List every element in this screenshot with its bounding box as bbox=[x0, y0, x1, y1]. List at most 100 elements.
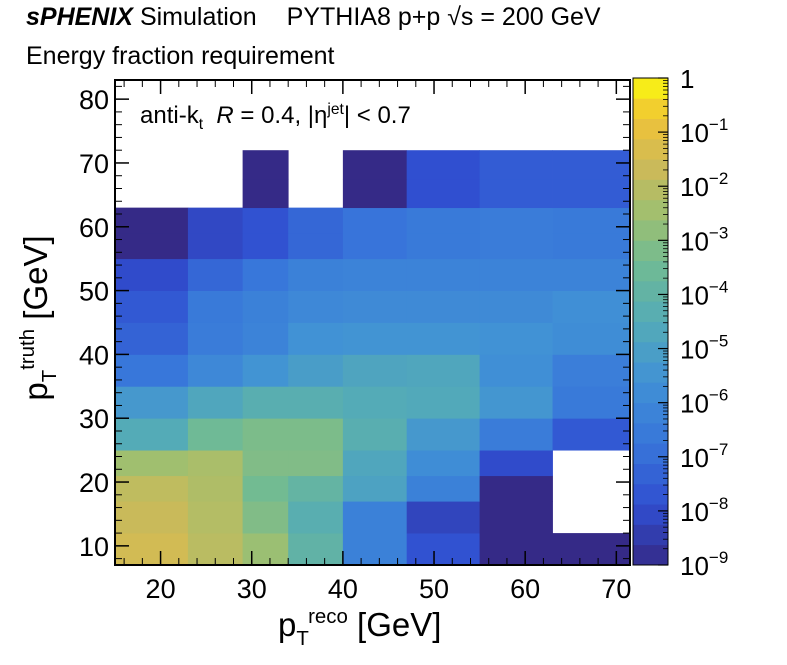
heatmap-cell bbox=[552, 258, 631, 291]
heatmap-cell bbox=[479, 233, 553, 260]
heatmap-cell bbox=[342, 386, 408, 419]
heatmap-cell bbox=[242, 418, 289, 451]
heatmap-cell bbox=[242, 386, 289, 419]
x-tick-label: 50 bbox=[419, 574, 449, 604]
heatmap-cell bbox=[552, 386, 631, 419]
radius-value: = 0.4, bbox=[240, 102, 302, 129]
x-tick-label: 40 bbox=[328, 574, 358, 604]
colorbar-tick-label: 1 bbox=[680, 64, 694, 94]
heatmap-cell bbox=[242, 258, 289, 291]
heatmap-cell bbox=[187, 258, 244, 291]
heatmap-cell bbox=[406, 233, 481, 260]
heatmap-cell bbox=[115, 354, 189, 387]
heatmap-cell bbox=[242, 233, 289, 260]
heatmap-cell bbox=[115, 258, 189, 291]
heatmap-cell bbox=[479, 258, 553, 291]
collision-system: PYTHIA8 p+p bbox=[286, 3, 441, 31]
heatmap-cell bbox=[115, 533, 189, 566]
heatmap-cell bbox=[406, 533, 481, 566]
colorbar-band bbox=[633, 483, 668, 505]
plot-frame bbox=[114, 79, 631, 566]
colorbar-band bbox=[633, 402, 668, 424]
heatmap-cell bbox=[115, 501, 189, 534]
y-axis-superscript: truth bbox=[16, 328, 40, 370]
heatmap-cell bbox=[342, 354, 408, 387]
colorbar-band bbox=[633, 341, 668, 363]
x-axis-subscript: T bbox=[296, 627, 309, 651]
heatmap-cell bbox=[479, 475, 553, 502]
heatmap-cell bbox=[552, 418, 631, 451]
heatmap-cell bbox=[342, 501, 408, 534]
heatmap-cell bbox=[406, 322, 481, 355]
heatmap-cell bbox=[242, 290, 289, 323]
colorbar-band bbox=[633, 78, 668, 99]
x-axis-ticks: 20 30 40 50 60 70 bbox=[123, 80, 631, 604]
eta-superscript: jet bbox=[327, 100, 344, 118]
colorbar-band bbox=[633, 362, 668, 383]
heatmap-cell bbox=[342, 207, 408, 234]
heatmap-cell bbox=[406, 178, 481, 209]
x-axis-unit: [GeV] bbox=[357, 606, 442, 643]
y-axis-unit: [GeV] bbox=[17, 235, 54, 320]
eta-cut: | < 0.7 bbox=[343, 102, 411, 129]
heatmap-cell bbox=[242, 322, 289, 355]
colorbar-band bbox=[633, 179, 668, 201]
x-tick-label: 30 bbox=[237, 574, 267, 604]
heatmap-cell bbox=[552, 207, 631, 234]
heatmap-cell bbox=[187, 233, 244, 260]
heatmap-cell bbox=[115, 418, 189, 451]
radius-symbol: R bbox=[216, 102, 234, 129]
x-tick-label: 20 bbox=[146, 574, 176, 604]
heatmap-cell bbox=[187, 290, 244, 323]
heatmap-cell bbox=[288, 322, 344, 355]
colorbar-band bbox=[633, 504, 668, 525]
colorbar-band bbox=[633, 544, 668, 566]
heatmap-cell bbox=[115, 475, 189, 502]
heatmap-cell bbox=[288, 386, 344, 419]
heatmap-cell bbox=[288, 290, 344, 323]
heatmap-cell bbox=[288, 450, 344, 477]
heatmap-cell bbox=[242, 207, 289, 234]
colorbar-band bbox=[633, 382, 668, 404]
colorbar-tick-label: 10−2 bbox=[680, 169, 728, 202]
colorbar-band bbox=[633, 199, 668, 221]
heatmap-cell bbox=[242, 450, 289, 477]
colorbar-tick-label: 10−6 bbox=[680, 386, 728, 419]
heatmap-cell bbox=[342, 290, 408, 323]
colorbar-tick-label: 10−4 bbox=[680, 277, 728, 310]
heatmap-cell bbox=[187, 418, 244, 451]
y-axis-symbol: p bbox=[17, 382, 54, 401]
colorbar-band bbox=[633, 138, 668, 160]
heatmap-cell bbox=[115, 450, 189, 477]
heatmap-cell bbox=[479, 450, 553, 477]
brand-suffix: Simulation bbox=[139, 3, 257, 31]
heatmap-cell bbox=[552, 322, 631, 355]
heatmap-cell bbox=[242, 354, 289, 387]
heatmap-cell bbox=[479, 322, 553, 355]
colorbar-tick-label: 10−5 bbox=[680, 332, 728, 365]
heatmap-cell bbox=[552, 290, 631, 323]
heatmap-cell bbox=[342, 418, 408, 451]
colorbar-band bbox=[633, 422, 668, 444]
heatmap-cell bbox=[115, 233, 189, 260]
heatmap-cells bbox=[115, 150, 631, 566]
heatmap-cell bbox=[342, 233, 408, 260]
x-tick-label: 70 bbox=[601, 574, 631, 604]
heatmap-cell bbox=[342, 450, 408, 477]
heatmap-cell bbox=[187, 322, 244, 355]
heatmap-cell bbox=[406, 475, 481, 502]
heatmap-cell bbox=[479, 178, 553, 209]
colorbar-frame bbox=[632, 77, 669, 566]
heatmap-cell bbox=[288, 533, 344, 566]
heatmap-cell bbox=[406, 354, 481, 387]
algorithm-label-subscript: t bbox=[198, 116, 204, 134]
heatmap-cell bbox=[552, 178, 631, 209]
colorbar-band bbox=[633, 463, 668, 485]
colorbar-band bbox=[633, 301, 668, 322]
colorbar-band bbox=[633, 524, 668, 546]
heatmap-cell bbox=[342, 322, 408, 355]
colorbar-tick-label: 10−9 bbox=[680, 548, 728, 581]
heatmap-cell bbox=[288, 207, 344, 234]
sqrt-s-symbol: √s bbox=[447, 3, 474, 31]
